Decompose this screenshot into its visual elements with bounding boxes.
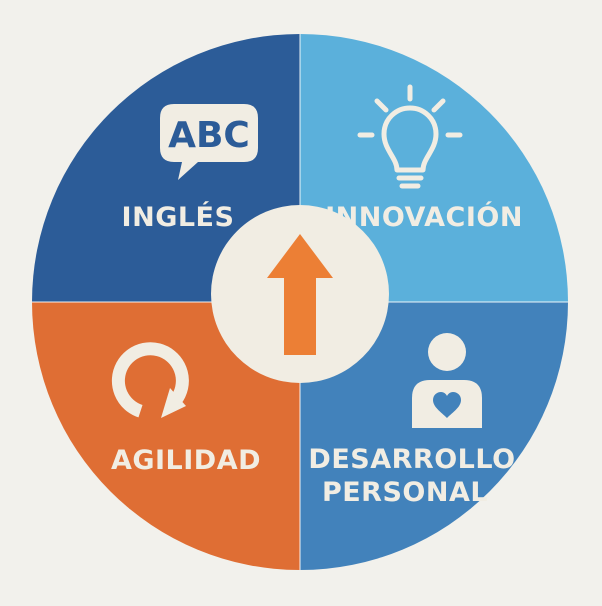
label-desarrollo: DESARROLLO xyxy=(308,444,515,475)
refresh-cycle-icon xyxy=(111,342,189,418)
person-heart-icon xyxy=(412,333,482,428)
label-ingles: INGLÉS xyxy=(122,201,235,233)
abc-icon-text: ABC xyxy=(168,115,250,156)
lightbulb-icon xyxy=(357,84,463,189)
speech-bubble-abc-icon: ABC xyxy=(160,104,258,180)
up-arrow-icon xyxy=(267,234,333,355)
label-personal: PERSONAL xyxy=(322,477,488,508)
label-agilidad: AGILIDAD xyxy=(111,445,261,476)
